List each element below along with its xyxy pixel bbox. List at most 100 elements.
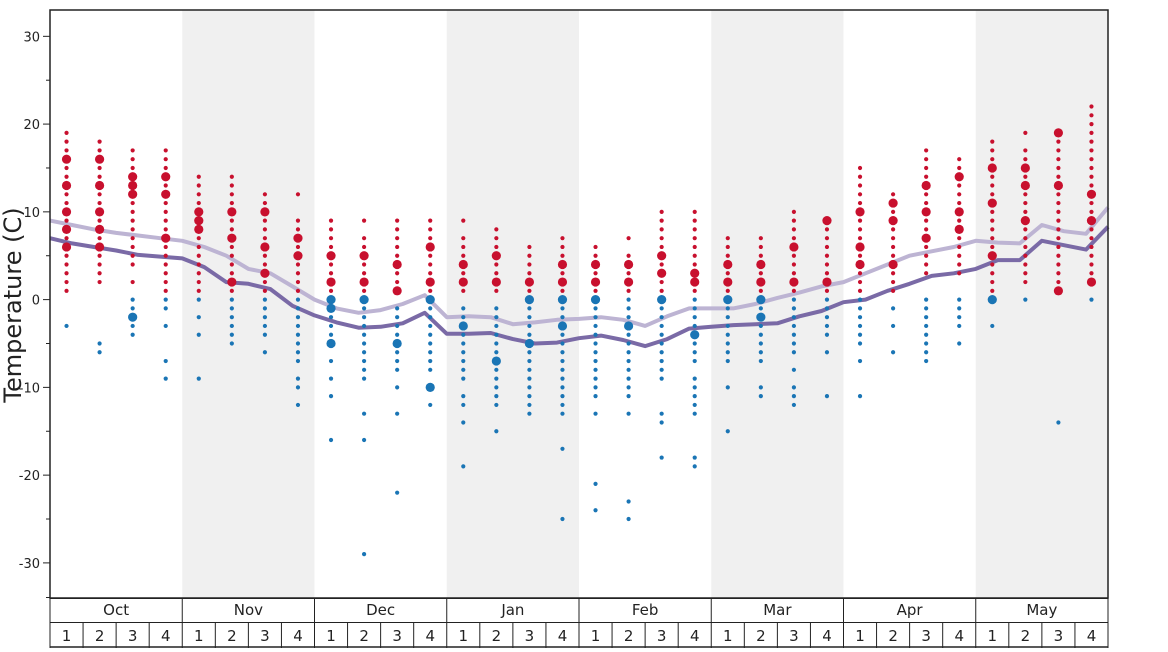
warm-point	[890, 288, 896, 293]
warm-point	[229, 192, 234, 197]
warm-point	[990, 288, 995, 293]
warm-point	[229, 183, 234, 188]
cold-point	[229, 297, 234, 302]
cold-point	[395, 367, 400, 372]
warm-point	[1023, 209, 1028, 214]
cold-point	[725, 429, 730, 434]
warm-point	[196, 174, 201, 179]
cold-point	[461, 464, 466, 469]
warm-point	[1089, 209, 1094, 214]
warm-point	[1086, 277, 1097, 287]
cold-point	[758, 385, 763, 390]
cold-point	[560, 350, 565, 355]
warm-point	[990, 148, 995, 153]
cold-point	[593, 481, 598, 487]
cold-point	[725, 350, 730, 355]
warm-point	[163, 279, 168, 285]
warm-point	[1056, 148, 1061, 153]
warm-point	[1053, 286, 1064, 296]
month-label: Mar	[763, 601, 792, 619]
week-label: 1	[62, 627, 72, 645]
week-label: 3	[921, 627, 931, 645]
warm-point	[1089, 262, 1094, 267]
warm-point	[428, 236, 433, 241]
cold-point	[262, 306, 268, 311]
cold-point	[924, 358, 929, 364]
warm-point	[130, 244, 135, 250]
warm-point	[1089, 244, 1094, 250]
cold-point	[626, 297, 631, 302]
warm-point	[194, 207, 204, 217]
cold-point	[395, 358, 400, 364]
warm-point	[692, 227, 697, 232]
week-label: 4	[293, 627, 303, 645]
cold-point	[957, 323, 962, 329]
week-label: 1	[591, 627, 601, 645]
warm-point	[990, 183, 995, 188]
cold-point	[560, 367, 565, 372]
cold-point	[758, 341, 763, 346]
warm-point	[359, 251, 369, 261]
week-label: 1	[194, 627, 204, 645]
cold-point	[560, 358, 565, 364]
cold-point	[295, 385, 301, 390]
cold-point	[692, 315, 697, 320]
cold-point	[560, 385, 565, 390]
cold-point	[527, 394, 532, 399]
warm-point	[626, 253, 631, 258]
warm-point	[1086, 216, 1097, 226]
cold-point	[857, 332, 863, 337]
warm-point	[1089, 104, 1094, 109]
warm-point	[1023, 130, 1028, 135]
cold-point	[957, 341, 962, 346]
warm-point	[990, 262, 995, 267]
cold-point	[791, 297, 797, 302]
warm-point	[957, 192, 962, 197]
warm-point	[590, 277, 601, 287]
cold-point	[494, 332, 499, 337]
warm-point	[163, 244, 168, 250]
cold-point	[229, 306, 234, 311]
warm-point	[97, 262, 102, 267]
cold-point	[1023, 297, 1028, 302]
warm-point	[163, 165, 168, 171]
warm-point	[990, 236, 995, 241]
warm-point	[791, 253, 797, 258]
week-label: 3	[525, 627, 535, 645]
cold-point	[361, 350, 367, 355]
cold-point	[295, 323, 301, 329]
cold-point	[527, 385, 532, 390]
warm-point	[657, 268, 667, 278]
cold-point	[494, 394, 499, 399]
warm-point	[957, 271, 962, 276]
cold-point	[659, 332, 664, 337]
warm-point	[857, 165, 863, 171]
x-axis: Oct 1 2 3 4 Nov 1 2 3 4 Dec 1 2 3 4 Jan 1 2 3 4 Feb 1 2 3 4 Mar 1 2…	[49, 9, 1109, 648]
cold-point	[758, 323, 763, 329]
warm-point	[328, 288, 334, 293]
cold-point	[361, 367, 367, 372]
cold-point	[428, 332, 433, 337]
cold-point	[392, 338, 402, 349]
cold-point	[64, 323, 69, 329]
warm-point	[461, 236, 466, 241]
warm-point	[560, 244, 565, 250]
cold-point	[326, 338, 336, 349]
warm-point	[756, 277, 766, 287]
cold-point	[328, 323, 334, 329]
warm-point	[527, 253, 532, 258]
cold-point	[130, 332, 135, 337]
warm-point	[1023, 236, 1028, 241]
week-label: 3	[260, 627, 270, 645]
cold-point	[857, 306, 863, 311]
cold-point	[326, 303, 336, 313]
warm-point	[361, 262, 367, 267]
warm-point	[260, 268, 270, 278]
warm-point	[1089, 148, 1094, 153]
cold-point	[560, 332, 565, 337]
cold-point	[791, 323, 797, 329]
week-label: 1	[855, 627, 865, 645]
warm-point	[560, 271, 565, 276]
warm-point	[61, 224, 72, 235]
y-tick-label: -20	[19, 469, 40, 484]
